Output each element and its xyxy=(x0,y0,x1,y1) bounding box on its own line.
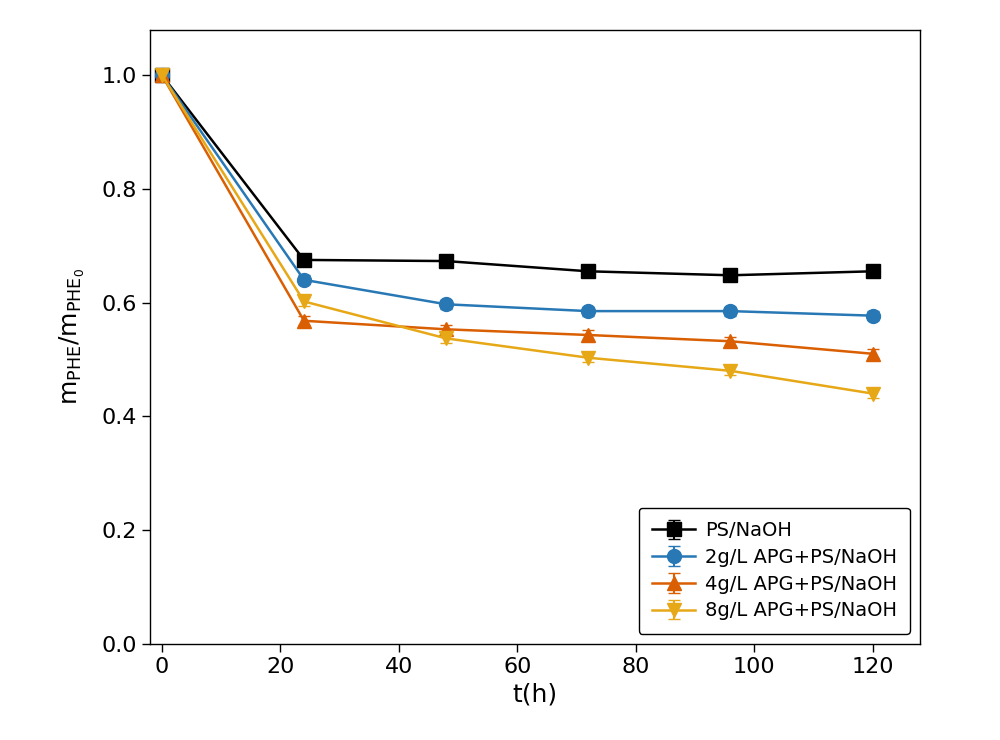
Legend: PS/NaOH, 2g/L APG+PS/NaOH, 4g/L APG+PS/NaOH, 8g/L APG+PS/NaOH: PS/NaOH, 2g/L APG+PS/NaOH, 4g/L APG+PS/N… xyxy=(639,508,910,634)
Y-axis label: m$_\mathrm{PHE}$/m$_\mathrm{PHE_0}$: m$_\mathrm{PHE}$/m$_\mathrm{PHE_0}$ xyxy=(58,268,87,406)
X-axis label: t(h): t(h) xyxy=(512,682,558,707)
